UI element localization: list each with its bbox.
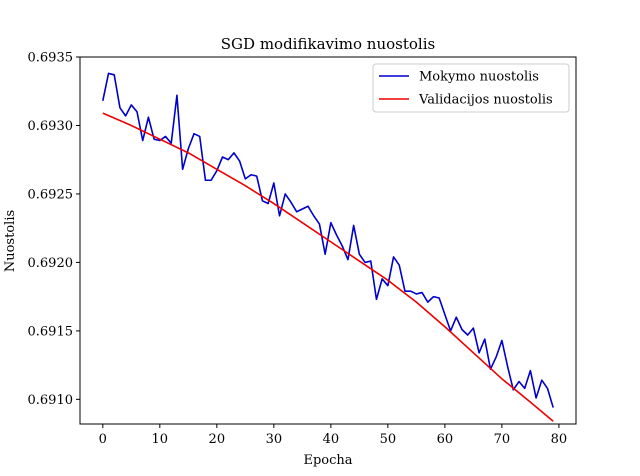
x-tick-label: 40 bbox=[323, 432, 340, 447]
y-tick-label: 0.6935 bbox=[28, 51, 74, 66]
plot-frame bbox=[79, 56, 577, 425]
x-tick-label: 20 bbox=[209, 432, 226, 447]
x-tick-label: 70 bbox=[494, 432, 511, 447]
x-tick-label: 80 bbox=[551, 432, 568, 447]
legend-box bbox=[372, 63, 570, 113]
x-tick-label: 30 bbox=[266, 432, 283, 447]
x-tick-label: 50 bbox=[380, 432, 397, 447]
series-line-2 bbox=[102, 112, 554, 422]
series-line-1 bbox=[102, 72, 554, 408]
x-tick-label: 60 bbox=[437, 432, 454, 447]
y-tick-label: 0.6930 bbox=[28, 119, 74, 134]
chart-title: SGD modifikavimo nuostolis bbox=[221, 35, 435, 53]
legend-label-1: Mokymo nuostolis bbox=[419, 70, 539, 85]
y-tick-label: 0.6910 bbox=[28, 393, 74, 408]
legend-label-2: Validacijos nuostolis bbox=[418, 93, 553, 108]
y-tick-label: 0.6925 bbox=[28, 187, 74, 202]
y-axis-label: Nuostolis bbox=[3, 210, 18, 272]
x-tick-label: 0 bbox=[99, 432, 107, 447]
legend: Mokymo nuostolis Validacijos nuostolis bbox=[372, 63, 570, 113]
ticks: 0 10 20 30 40 50 60 70 80 0.6910 0.6915 0.6920 0.692… bbox=[28, 51, 568, 448]
x-tick-label: 10 bbox=[152, 432, 169, 447]
x-axis-label: Epocha bbox=[303, 453, 352, 468]
plot-lines bbox=[102, 72, 554, 422]
y-tick-label: 0.6920 bbox=[28, 256, 74, 271]
y-tick-label: 0.6915 bbox=[28, 324, 74, 339]
